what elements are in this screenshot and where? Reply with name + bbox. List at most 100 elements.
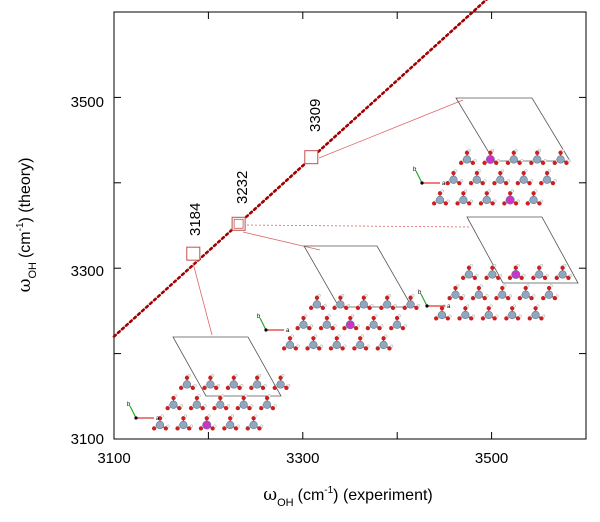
hydrogen-atom bbox=[483, 179, 487, 183]
oxygen-atom bbox=[188, 405, 194, 411]
oxygen-atom bbox=[445, 180, 450, 186]
metal-atom bbox=[558, 270, 567, 279]
oxygen-atom bbox=[202, 385, 207, 391]
x-axis-tail: ) (experiment) bbox=[333, 487, 433, 504]
point-label-3309: 3309 bbox=[307, 99, 324, 132]
axis-b-label: b bbox=[413, 167, 417, 173]
axis-a-label: a bbox=[156, 416, 160, 422]
oxygen-atom bbox=[492, 180, 497, 186]
hydrogen-atom bbox=[314, 334, 318, 338]
oxygen-atom bbox=[204, 416, 209, 421]
y-axis-symbol: ω bbox=[15, 278, 35, 292]
oxygen-atom bbox=[379, 305, 384, 311]
oxygen-atom bbox=[190, 385, 196, 391]
metal-atom bbox=[356, 340, 365, 350]
oxygen-atom bbox=[218, 395, 223, 401]
oxygen-atom bbox=[552, 160, 557, 166]
oxygen-atom bbox=[504, 316, 509, 321]
hydrogen-atom bbox=[466, 304, 470, 308]
oxygen-atom bbox=[200, 405, 205, 411]
hydrogen-atom bbox=[495, 314, 499, 318]
oxygen-atom bbox=[467, 201, 472, 206]
metal-atom bbox=[449, 175, 458, 184]
hydrogen-atom bbox=[520, 159, 524, 163]
oxygen-atom bbox=[464, 150, 470, 155]
hydrogen-atom bbox=[317, 293, 321, 298]
hydrogen-atom bbox=[524, 169, 528, 173]
hydrogen-atom bbox=[333, 324, 337, 328]
hydrogen-atom bbox=[516, 263, 520, 268]
oxygen-atom bbox=[175, 426, 180, 431]
oxygen-atom bbox=[478, 201, 484, 206]
metal-atom bbox=[464, 270, 474, 279]
axis-b bbox=[259, 317, 267, 331]
oxygen-atom bbox=[515, 180, 521, 186]
oxygen-atom bbox=[513, 265, 518, 270]
oxygen-atom bbox=[457, 316, 462, 321]
oxygen-atom bbox=[305, 346, 310, 351]
hydrogen-atom bbox=[351, 314, 355, 318]
y-axis-subscript: OH bbox=[27, 262, 39, 279]
hydrogen-atom bbox=[539, 263, 544, 268]
oxygen-atom bbox=[330, 325, 335, 331]
hydrogen-atom bbox=[346, 304, 351, 308]
metal-atom bbox=[496, 175, 505, 184]
oxygen-atom bbox=[458, 160, 464, 166]
oxygen-atom bbox=[338, 295, 343, 300]
hydrogen-atom bbox=[469, 199, 474, 203]
hydrogen-atom bbox=[207, 414, 211, 418]
connector-3232-b bbox=[242, 224, 471, 228]
oxygen-atom bbox=[181, 416, 186, 421]
oxygen-atom bbox=[507, 275, 513, 281]
oxygen-atom bbox=[560, 265, 565, 270]
oxygen-atom bbox=[233, 426, 239, 431]
oxygen-atom bbox=[249, 385, 254, 391]
oxygen-atom bbox=[505, 160, 511, 166]
axis-origin bbox=[134, 416, 138, 420]
axis-b bbox=[129, 405, 137, 419]
oxygen-atom bbox=[503, 180, 509, 186]
hydrogen-atom bbox=[260, 424, 264, 428]
oxygen-atom bbox=[566, 275, 571, 281]
hydrogen-atom bbox=[471, 314, 476, 318]
hydrogen-atom bbox=[456, 284, 460, 288]
hydrogen-atom bbox=[337, 334, 341, 338]
oxygen-atom bbox=[208, 375, 213, 380]
hydrogen-atom bbox=[374, 314, 378, 318]
atoms bbox=[281, 293, 421, 351]
hydrogen-atom bbox=[174, 394, 178, 398]
hydrogen-atom bbox=[496, 159, 501, 163]
hydrogen-atom bbox=[341, 293, 345, 298]
oxygen-atom bbox=[278, 375, 283, 380]
oxygen-atom bbox=[151, 426, 157, 431]
metal-atom bbox=[253, 380, 262, 389]
oxygen-atom bbox=[235, 405, 241, 411]
oxygen-atom bbox=[474, 170, 480, 176]
hydrogen-atom bbox=[180, 404, 184, 408]
oxygen-atom bbox=[358, 336, 363, 341]
metal-atom bbox=[461, 310, 470, 320]
oxygen-atom bbox=[264, 395, 270, 401]
hydrogen-atom bbox=[356, 324, 360, 328]
hydrogen-atom bbox=[512, 304, 517, 308]
oxygen-atom bbox=[328, 346, 334, 351]
oxygen-atom bbox=[324, 315, 330, 321]
y-tick-label-3100: 3100 bbox=[71, 431, 104, 448]
oxygen-atom bbox=[431, 201, 437, 206]
hydrogen-atom bbox=[493, 263, 497, 268]
oxygen-atom bbox=[241, 395, 246, 401]
oxygen-atom bbox=[480, 180, 485, 186]
oxygen-atom bbox=[334, 336, 339, 341]
oxygen-atom bbox=[352, 346, 357, 351]
oxygen-atom bbox=[332, 305, 337, 311]
metal-atom bbox=[556, 155, 565, 164]
metal-atom bbox=[359, 300, 368, 309]
hydrogen-atom bbox=[160, 414, 164, 418]
dopant-atom bbox=[485, 155, 495, 164]
hydrogen-atom bbox=[518, 314, 522, 318]
hydrogen-atom bbox=[516, 199, 520, 203]
structure-3232-b: ba bbox=[418, 216, 579, 321]
hydrogen-atom bbox=[216, 384, 221, 388]
hydrogen-atom bbox=[403, 324, 407, 328]
oxygen-atom bbox=[496, 275, 501, 281]
